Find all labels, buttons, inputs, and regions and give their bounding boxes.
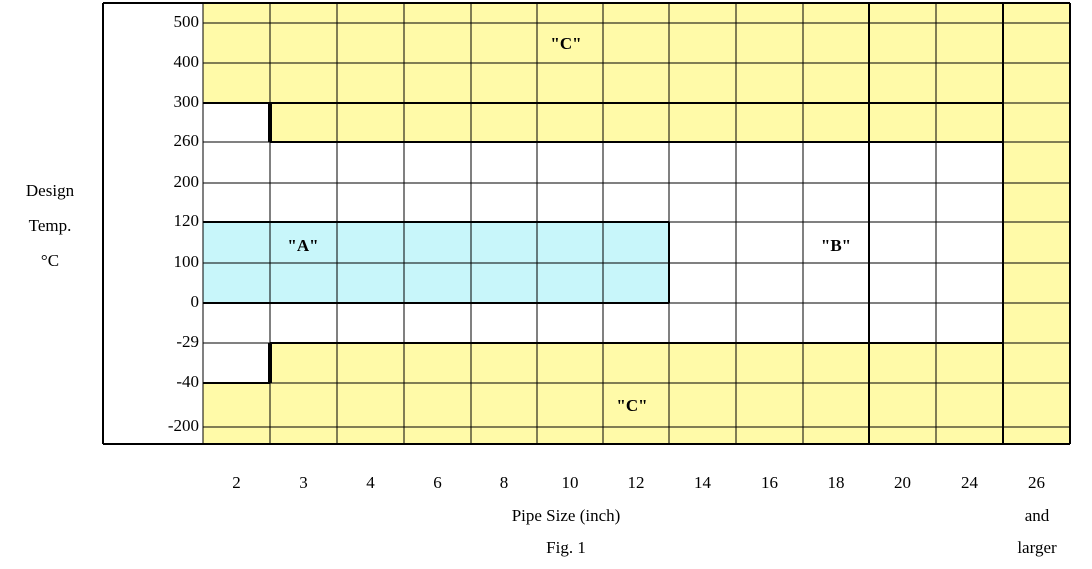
y-label: 260	[174, 131, 200, 150]
x-label: 20	[894, 473, 911, 492]
x-label: 26	[1028, 473, 1045, 492]
y-label: 200	[174, 172, 200, 191]
grid	[102, 2, 1071, 445]
x-label: 12	[628, 473, 645, 492]
y-title: °C	[41, 251, 59, 270]
x-label: 6	[433, 473, 442, 492]
region-label: "A"	[287, 236, 318, 255]
y-label: 300	[174, 92, 200, 111]
y-label: -29	[176, 332, 199, 351]
x-note: larger	[1017, 538, 1057, 557]
y-title: Design	[26, 181, 75, 200]
x-label: 8	[500, 473, 509, 492]
x-label: 10	[562, 473, 579, 492]
x-label: 24	[961, 473, 979, 492]
y-label: 400	[174, 52, 200, 71]
region-label: "C"	[550, 34, 581, 53]
labels: Design Temp. °C "C" "A" "B" "C" Pipe Siz…	[26, 12, 1057, 557]
y-label: 100	[174, 252, 200, 271]
regions	[203, 3, 1070, 444]
x-label: 18	[828, 473, 845, 492]
x-label: 16	[761, 473, 778, 492]
x-note: and	[1025, 506, 1050, 525]
region-label: "B"	[821, 236, 851, 255]
x-label: 3	[299, 473, 308, 492]
x-label: 4	[366, 473, 375, 492]
x-title: Pipe Size (inch)	[512, 506, 621, 525]
caption: Fig. 1	[546, 538, 586, 557]
region-label: "C"	[616, 396, 647, 415]
x-label: 14	[694, 473, 712, 492]
y-label: 0	[191, 292, 200, 311]
y-label: -40	[176, 372, 199, 391]
y-label: 500	[174, 12, 200, 31]
x-label: 2	[232, 473, 241, 492]
y-label: -200	[168, 416, 199, 435]
y-label: 120	[174, 211, 200, 230]
y-title: Temp.	[29, 216, 72, 235]
